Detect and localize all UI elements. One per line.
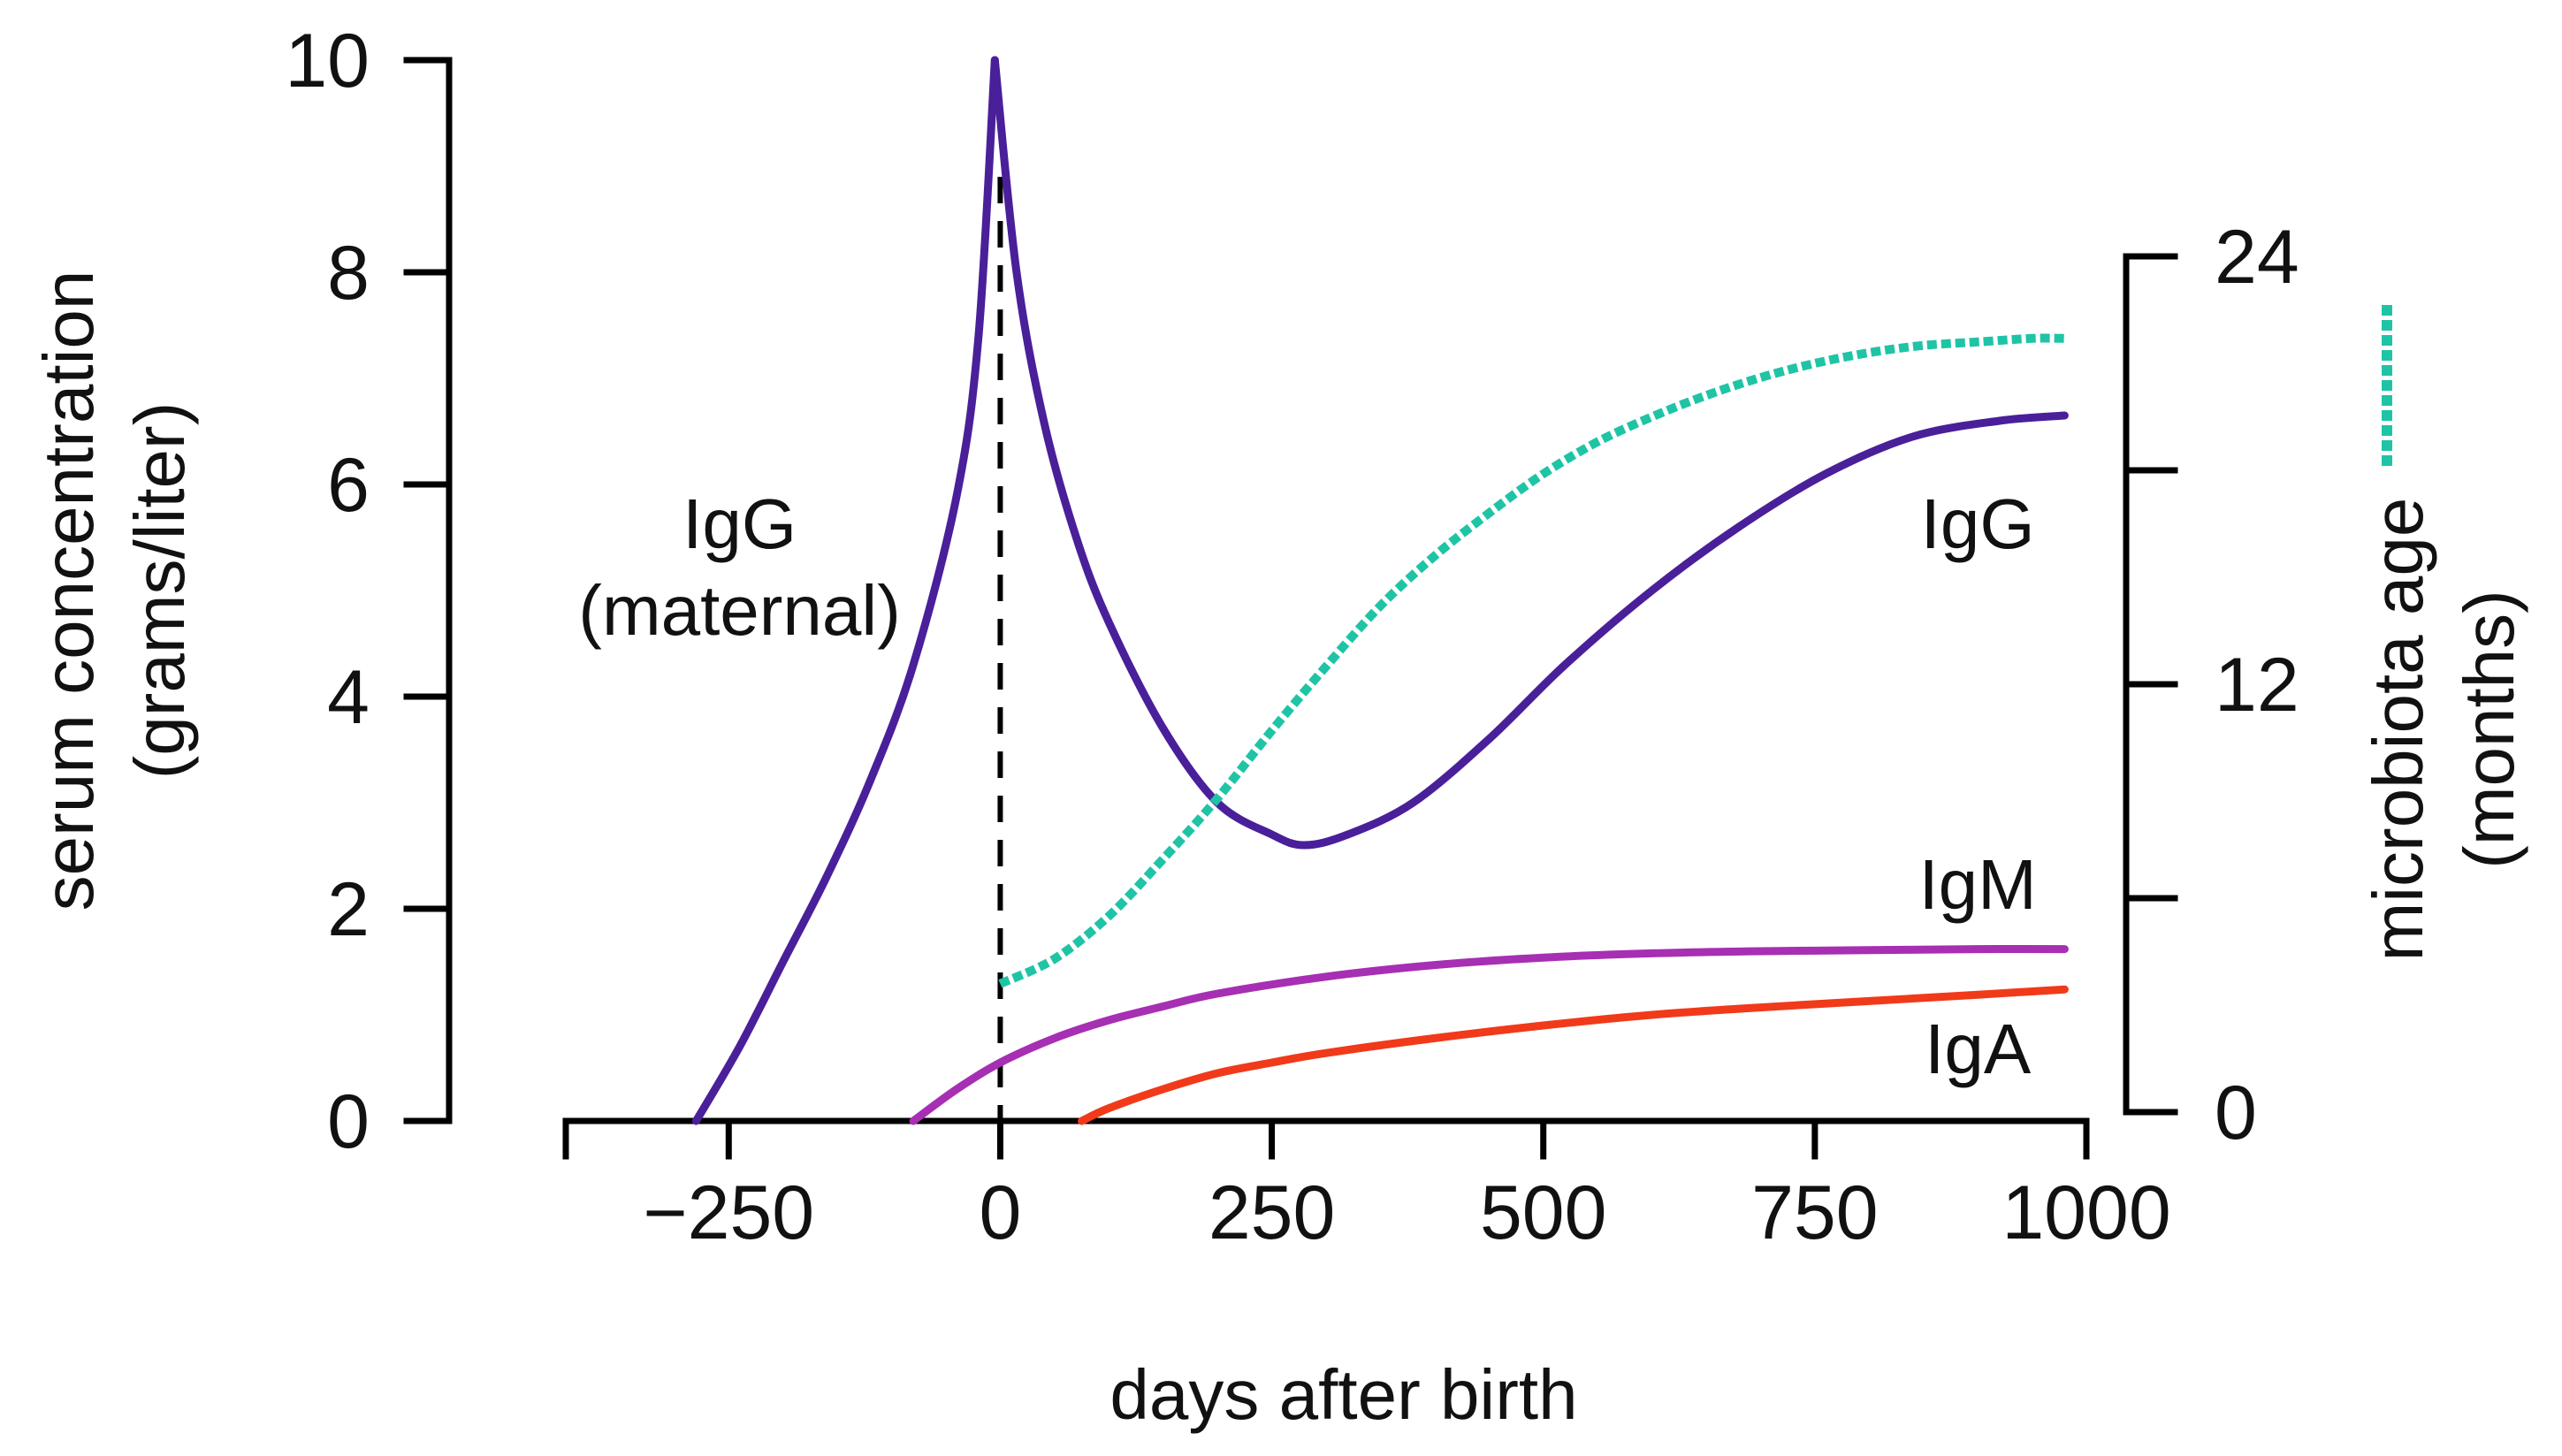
series-label-line: IgG [1921,484,2035,563]
y-left-tick-label: 4 [327,655,370,740]
series-label-line: IgA [1925,1010,2032,1088]
series-line-igg [990,56,2069,850]
series-label-igm: IgM [1918,845,2036,924]
x-tick-label: 250 [1209,1170,1336,1255]
y-left-tick-label: 10 [285,19,370,103]
series-label-iga: IgA [1925,1010,2032,1088]
y-right-axis-title-line: microbiota age [2359,498,2437,962]
y-left-axis-title: serum concentration (grams/liter) [29,271,199,911]
series-line-igm [909,945,2069,1125]
y-right-tick-label: 0 [2215,1071,2257,1155]
y-left-axis-title-line: serum concentration [29,271,108,911]
y-left-tick-label: 2 [327,867,370,952]
series-group [691,56,2069,1125]
labels-group: IgG (maternal) IgG IgM IgA [578,484,2037,1088]
series-label-line: IgG [682,484,797,563]
y-left-tick-label: 6 [327,443,370,528]
x-tick-label: 1000 [2002,1170,2170,1255]
series-label-igg: IgG [1921,484,2035,563]
y-right-tick-label: 24 [2215,215,2299,300]
y-right-axis-title-line: (months) [2450,590,2528,869]
series-label-line: IgM [1918,845,2036,924]
series-label-igg: IgG (maternal) [578,484,901,650]
y-right-tick-label: 12 [2215,643,2299,728]
x-axis-title: days after birth [1109,1355,1577,1434]
x-tick-label: −250 [643,1170,814,1255]
series-line-iga [1078,985,2069,1125]
y-left-axis-title-line: (grams/liter) [120,402,199,780]
x-tick-label: 750 [1751,1170,1879,1255]
series-line-microbiota-age [998,333,2065,988]
x-tick-label: 0 [980,1170,1022,1255]
series-label-line: (maternal) [578,571,901,650]
y-left-tick-label: 8 [327,231,370,316]
y-left-tick-label: 0 [327,1079,370,1164]
x-tick-label: 500 [1480,1170,1607,1255]
series-line-igg-maternal [691,56,999,1125]
y-right-axis-title: microbiota age (months) [2359,498,2528,962]
